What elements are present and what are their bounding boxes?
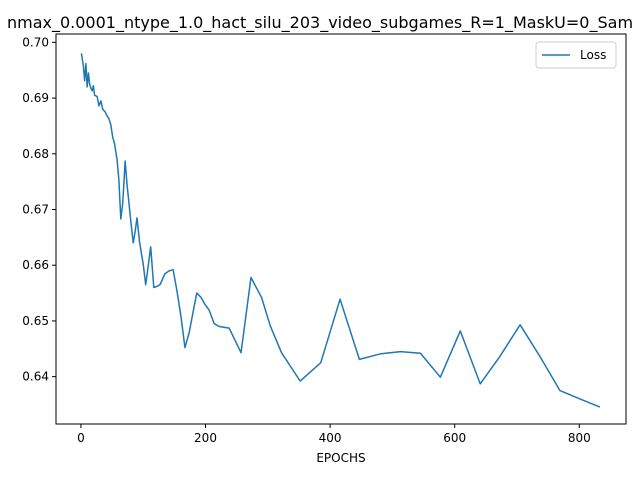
y-tick-label: 0.65 bbox=[22, 314, 49, 328]
y-tick-label: 0.64 bbox=[22, 370, 49, 384]
legend-box bbox=[535, 41, 617, 69]
x-tick-label: 400 bbox=[319, 431, 342, 445]
x-axis-ticks: 0 200 400 600 800 bbox=[77, 424, 591, 445]
series-line-loss bbox=[80, 53, 601, 408]
legend-label: Loss bbox=[580, 48, 606, 62]
axes-frame bbox=[55, 33, 627, 425]
y-axis-ticks: 0.64 0.65 0.66 0.67 0.68 0.69 0.70 bbox=[22, 35, 56, 384]
legend: Loss bbox=[535, 41, 617, 69]
y-tick-label: 0.67 bbox=[22, 203, 49, 217]
x-tick-label: 600 bbox=[443, 431, 466, 445]
y-tick-label: 0.70 bbox=[22, 35, 49, 49]
y-tick-label: 0.68 bbox=[22, 147, 49, 161]
x-axis-label: EPOCHS bbox=[316, 451, 365, 465]
x-tick-label: 200 bbox=[194, 431, 217, 445]
chart-title: nmax_0.0001_ntype_1.0_hact_silu_203_vide… bbox=[7, 13, 633, 33]
x-tick-label: 800 bbox=[568, 431, 591, 445]
plot-area bbox=[80, 53, 601, 408]
y-tick-label: 0.66 bbox=[22, 258, 49, 272]
y-tick-label: 0.69 bbox=[22, 91, 49, 105]
x-tick-label: 0 bbox=[77, 431, 85, 445]
